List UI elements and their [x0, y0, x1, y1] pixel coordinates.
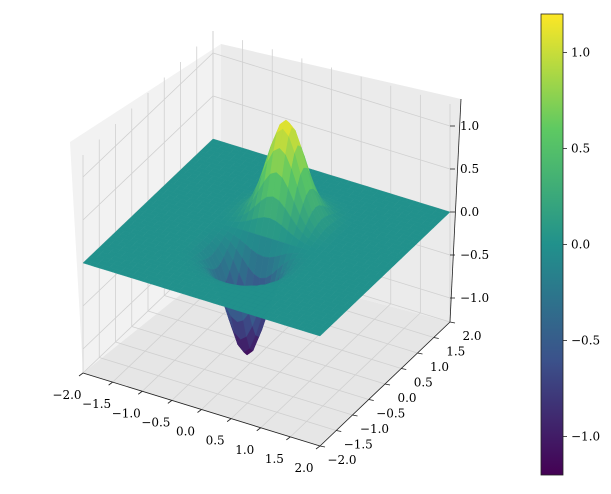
x-tick-label: 2.0 — [294, 461, 313, 475]
surface — [82, 119, 451, 356]
x-tick-mark — [138, 390, 143, 395]
x-tick-mark — [256, 427, 261, 432]
y-tick-mark — [319, 445, 326, 448]
y-tick-label: −0.5 — [376, 407, 405, 421]
x-tick-label: 1.0 — [235, 443, 254, 457]
y-tick-mark — [384, 383, 391, 386]
z-tick-labels: −1.0 −0.5 0.0 0.5 1.0 — [450, 119, 489, 305]
floor-pane — [83, 262, 450, 446]
z-tick-label: 1.0 — [460, 119, 479, 133]
colorbar-tick-label: −0.5 — [571, 334, 600, 348]
x-tick-label: 0.5 — [206, 434, 225, 448]
y-tick-mark — [336, 430, 342, 432]
y-tick-mark — [417, 352, 423, 355]
y-tick-label: −1.5 — [344, 438, 373, 452]
y-tick-labels: −2.0−1.5 −1.0−0.5 0.00.5 1.01.5 2.0 — [319, 321, 482, 467]
surface-patch — [313, 330, 324, 337]
grid-line — [212, 95, 451, 170]
grid-line — [212, 52, 451, 127]
grid-line — [82, 95, 214, 221]
x-tick-label: 0.0 — [176, 425, 195, 439]
y-tick-mark — [433, 337, 439, 339]
z-tick-label: −1.0 — [460, 291, 489, 305]
x-tick-mark — [197, 409, 202, 413]
grid-line — [82, 52, 214, 178]
y-tick-mark — [449, 321, 456, 324]
y-tick-label: 1.5 — [446, 345, 465, 359]
colorbar-tick-label: 0.0 — [571, 238, 590, 252]
colorbar-tick-label: 0.5 — [571, 141, 590, 155]
z-tick-label: 0.0 — [460, 205, 479, 219]
colorbar-tick-label: 1.0 — [571, 45, 590, 59]
grid-line — [147, 310, 386, 385]
grid-line — [164, 295, 402, 369]
x-tick-label: 1.5 — [265, 452, 284, 466]
x-tick-mark — [315, 445, 321, 450]
y-tick-label: −2.0 — [327, 453, 356, 467]
y-tick-mark — [352, 414, 358, 417]
colorbar-tick-label: −1.0 — [571, 430, 600, 444]
colorbar-tick-labels: −1.0 −0.5 0.0 0.5 1.0 — [563, 45, 600, 444]
z-axis-line — [449, 98, 462, 323]
x-tick-mark — [78, 372, 84, 377]
x-tick-mark — [167, 400, 173, 404]
z-tick-label: −0.5 — [460, 248, 489, 262]
x-tick-mark — [108, 381, 113, 386]
y-tick-label: 0.5 — [414, 376, 433, 390]
y-tick-label: −1.0 — [360, 422, 389, 436]
x-tick-mark — [286, 436, 291, 441]
y-tick-mark — [368, 399, 374, 401]
x-tick-label: −2.0 — [52, 388, 81, 402]
y-tick-label: 1.0 — [430, 360, 449, 374]
x-tick-labels: −2.0−1.5−1.0−0.5 0.0 0.5 1.0 1.5 2.0 — [52, 372, 321, 475]
x-tick-label: −1.5 — [82, 397, 111, 411]
z-tick-label: 0.5 — [460, 162, 479, 176]
y-tick-label: 2.0 — [462, 329, 481, 343]
x-tick-label: −0.5 — [141, 415, 170, 429]
grid-line — [290, 312, 421, 438]
colorbar — [540, 13, 564, 476]
y-tick-mark — [401, 368, 407, 370]
x-tick-label: −1.0 — [112, 406, 141, 420]
grid-line — [260, 303, 392, 429]
y-tick-label: 0.0 — [397, 391, 416, 405]
x-tick-mark — [226, 418, 232, 422]
